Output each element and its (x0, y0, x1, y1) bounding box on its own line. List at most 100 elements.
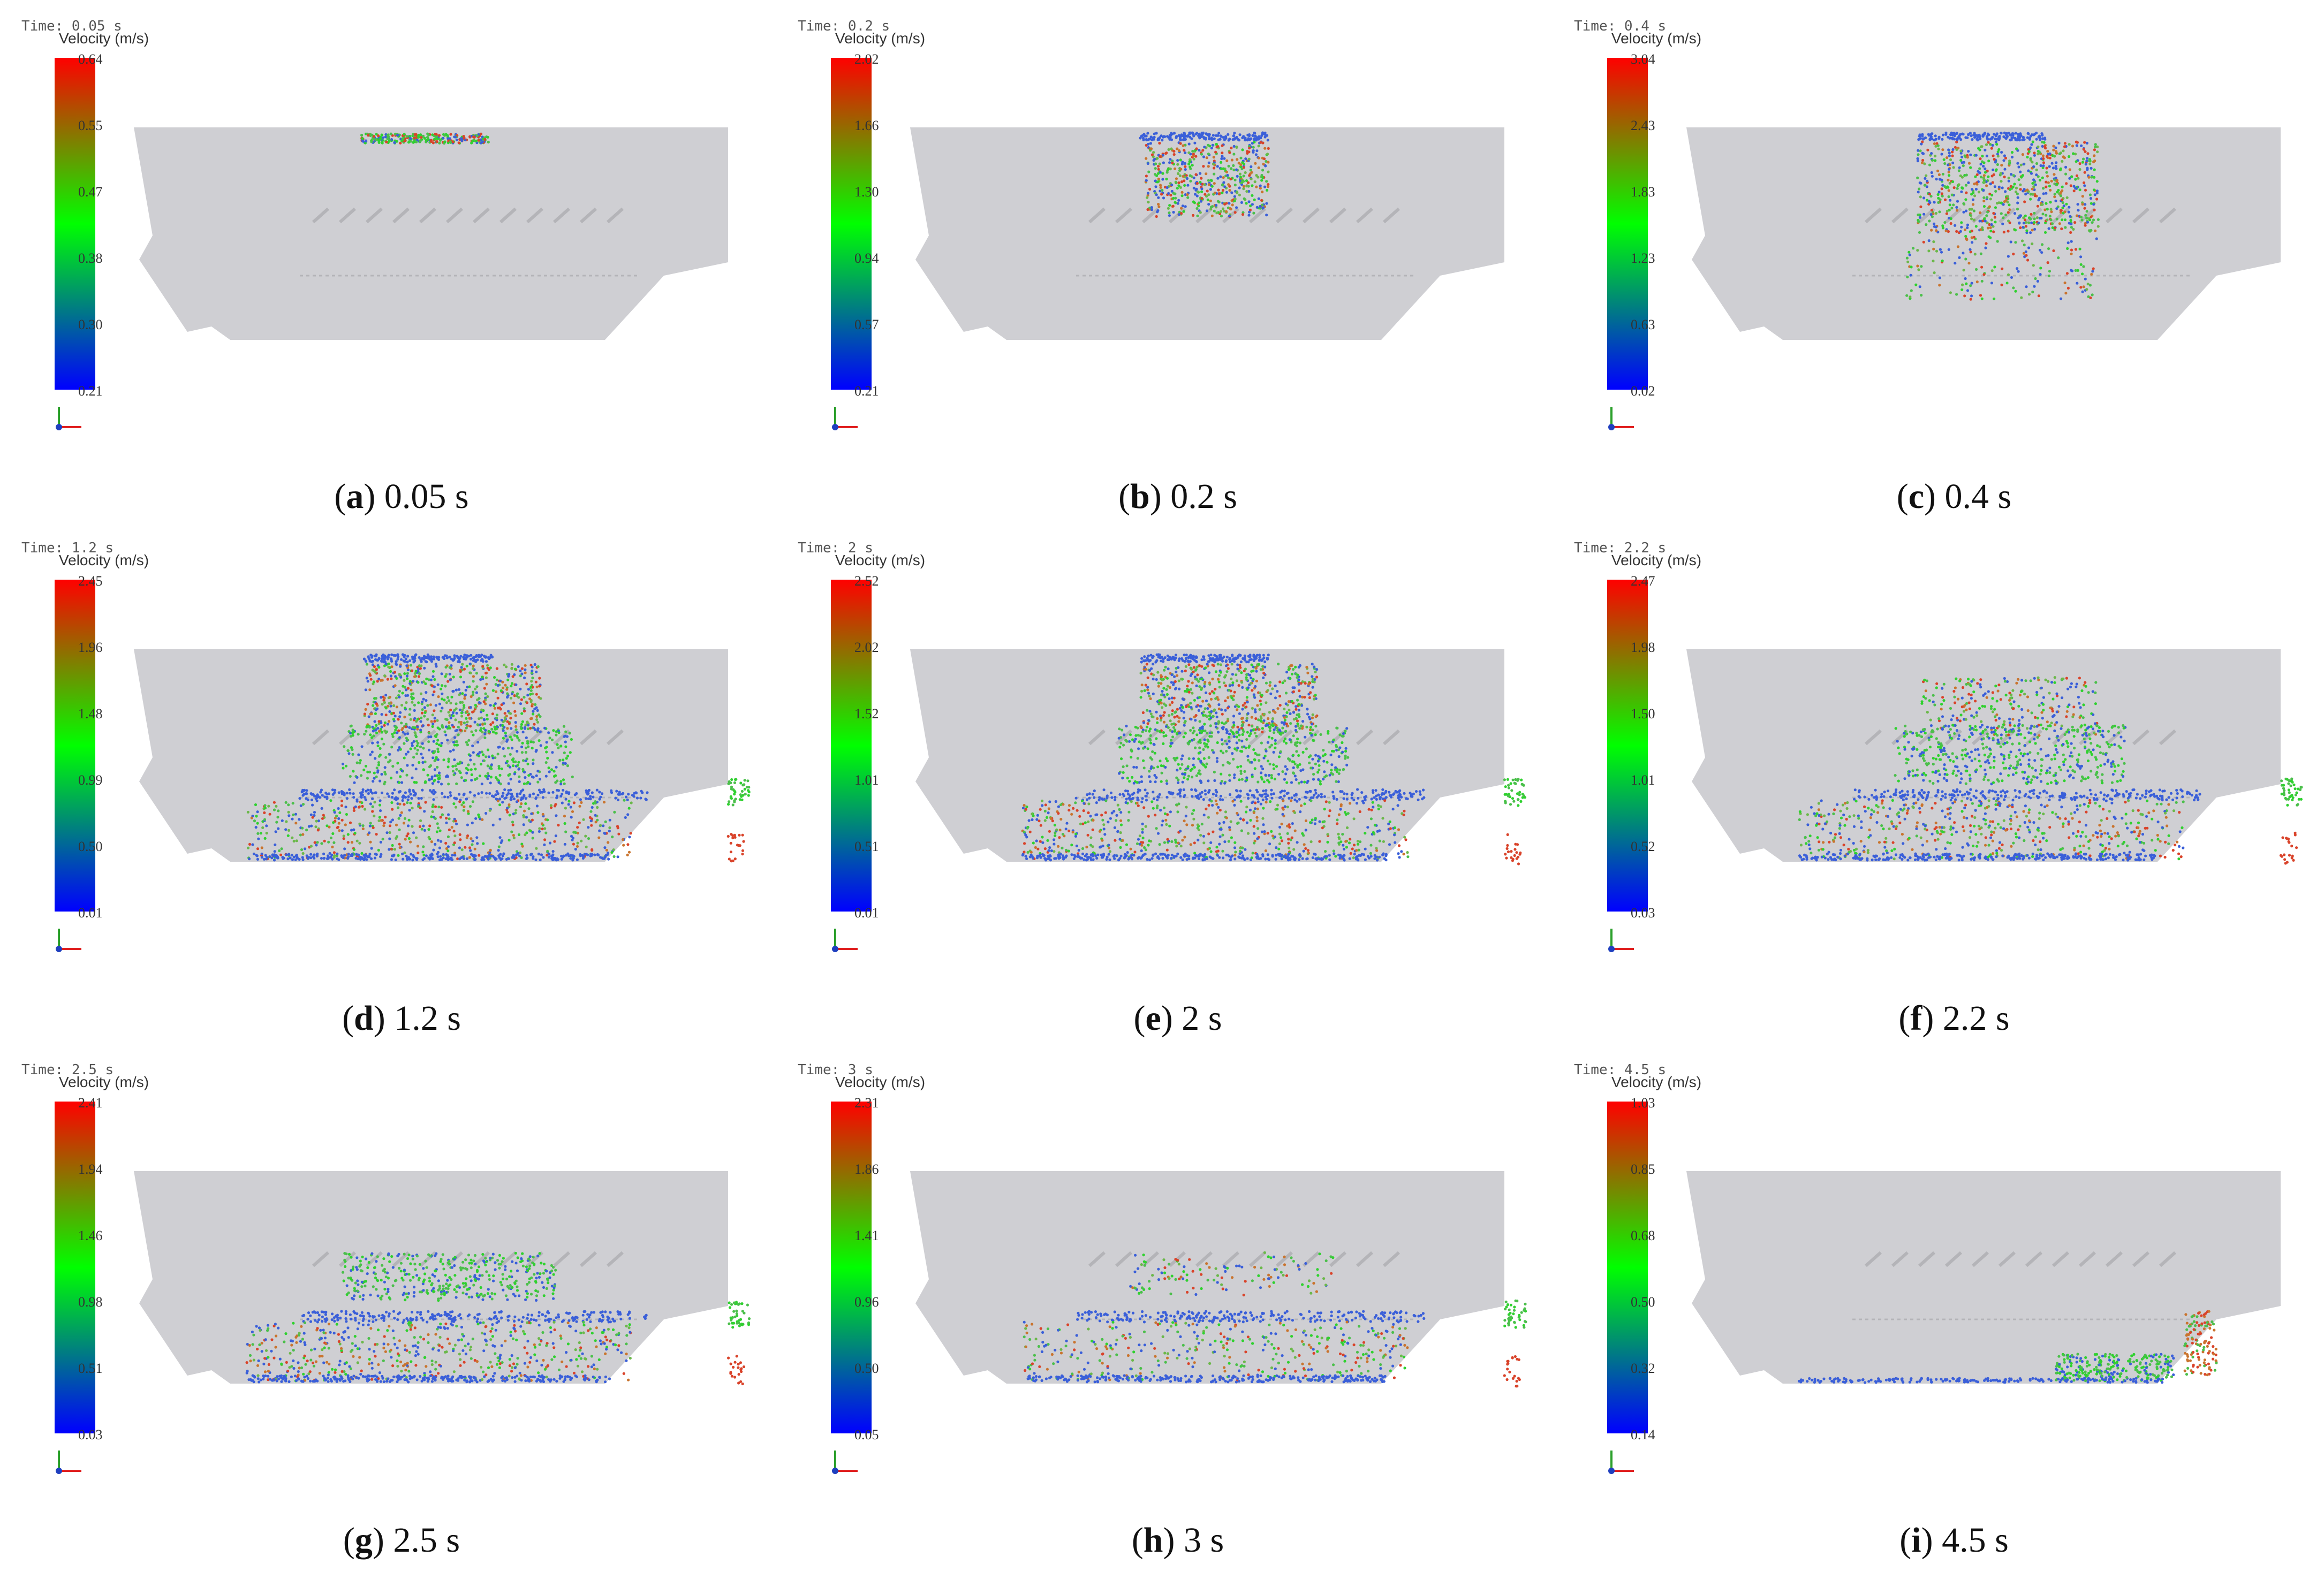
colorbar (55, 1102, 95, 1433)
panel-time: 2 s (1182, 999, 1222, 1038)
axes-triad-icon (56, 407, 81, 430)
time-label: Time: 2.5 s (21, 1062, 114, 1078)
colorbar-tick: 0.38 (78, 250, 103, 266)
panel-caption: (c) 0.4 s (1896, 477, 2012, 516)
simulation-view (55, 1102, 751, 1474)
time-label: Time: 2 s (798, 540, 873, 556)
colorbar-tick: 1.98 (1631, 640, 1655, 655)
internal-structures (300, 729, 637, 799)
colorbar-title: Velocity (m/s) (1611, 552, 1702, 568)
axes-triad-icon (832, 1451, 858, 1474)
panel-caption: (i) 4.5 s (1899, 1521, 2009, 1560)
panel-letter: g (354, 1521, 373, 1560)
colorbar-tick: 1.83 (1631, 184, 1655, 200)
colorbar-tick: 1.01 (854, 772, 879, 788)
time-label: Time: 0.2 s (798, 18, 890, 34)
colorbar-tick: 2.43 (1631, 118, 1655, 133)
colorbar-tick: 2.45 (78, 573, 103, 589)
panel-h: Time: 3 s Velocity (m/s) 2.31 1.86 1.41 0.96 0… (798, 1054, 1558, 1568)
colorbar-title: Velocity (m/s) (835, 1074, 926, 1090)
simulation-view (831, 580, 1527, 952)
panel-b: Time: 0.2 s Velocity (m/s) 2.02 1.66 1.30 0.9… (798, 11, 1558, 525)
colorbar-tick: 1.30 (854, 184, 879, 200)
colorbar (1607, 58, 1648, 390)
simulation-view (1607, 580, 2303, 952)
panel-e: Time: 2 s Velocity (m/s) 2.52 2.02 1.52 1.01 0… (798, 533, 1558, 1046)
colorbar-tick: 0.96 (854, 1294, 879, 1310)
colorbar-tick: 0.21 (854, 383, 879, 399)
panel-c: Time: 0.4 s Velocity (m/s) 3.04 2.43 1.83 1.2… (1574, 11, 2324, 525)
time-label: Time: 3 s (798, 1062, 873, 1078)
particles (1905, 131, 2100, 301)
panel-letter: c (1908, 477, 1925, 516)
colorbar-tick: 0.01 (78, 905, 103, 921)
panel-time: 2.2 s (1942, 999, 2010, 1038)
colorbar-title: Velocity (m/s) (835, 552, 926, 568)
vessel-domain (134, 649, 728, 862)
simulation-view (831, 1102, 1527, 1474)
colorbar-tick: 1.48 (78, 706, 103, 722)
colorbar-tick: 0.99 (78, 772, 103, 788)
particles (1023, 1251, 1527, 1388)
colorbar-tick: 0.68 (1631, 1228, 1655, 1243)
colorbar-tick: 0.01 (854, 905, 879, 921)
panel-caption: (h) 3 s (1131, 1521, 1224, 1560)
colorbar-title: Velocity (m/s) (1611, 30, 1702, 47)
colorbar-tick: 0.50 (1631, 1294, 1655, 1310)
vessel-domain (134, 127, 728, 340)
simulation-view (55, 58, 728, 430)
colorbar-tick: 0.02 (1631, 383, 1655, 399)
time-label: Time: 1.2 s (21, 540, 114, 556)
colorbar-tick: 0.50 (854, 1361, 879, 1376)
panel-f: Time: 2.2 s Velocity (m/s) 2.47 1.98 1.50 1.0… (1574, 533, 2324, 1046)
axes-triad-icon (832, 929, 858, 952)
colorbar-tick: 0.30 (78, 317, 103, 332)
axes-triad-icon (56, 929, 81, 952)
colorbar-tick: 0.94 (854, 250, 879, 266)
time-label: Time: 2.2 s (1574, 540, 1667, 556)
internal-structures (1852, 729, 2190, 799)
panel-i: Time: 4.5 s Velocity (m/s) 1.03 0.85 0.68 0.5… (1574, 1054, 2324, 1568)
colorbar-tick: 0.51 (854, 839, 879, 854)
colorbar (831, 580, 872, 912)
colorbar (55, 58, 95, 390)
colorbar-tick: 0.64 (78, 51, 103, 67)
colorbar (831, 58, 872, 390)
panel-letter: d (354, 999, 374, 1038)
colorbar-tick: 1.23 (1631, 250, 1655, 266)
colorbar-tick: 0.52 (1631, 839, 1655, 854)
colorbar (831, 1102, 872, 1433)
panel-time: 0.4 s (1944, 477, 2012, 516)
vessel-domain (1686, 1171, 2281, 1384)
vessel-domain (910, 127, 1504, 340)
panel-time: 0.05 s (384, 477, 469, 516)
colorbar-tick: 0.32 (1631, 1361, 1655, 1376)
axes-triad-icon (1608, 407, 1634, 430)
colorbar-tick: 1.52 (854, 706, 879, 722)
simulation-view (1607, 1102, 2281, 1474)
colorbar (1607, 1102, 1648, 1433)
colorbar-tick: 0.85 (1631, 1161, 1655, 1177)
colorbar-tick: 1.46 (78, 1228, 103, 1243)
vessel-domain (910, 649, 1504, 862)
simulation-view (831, 58, 1504, 430)
time-label: Time: 0.05 s (21, 18, 122, 34)
time-label: Time: 0.4 s (1574, 18, 1667, 34)
colorbar-tick: 2.31 (854, 1095, 879, 1111)
colorbar (1607, 580, 1648, 912)
panel-caption: (g) 2.5 s (343, 1521, 460, 1560)
colorbar-tick: 0.51 (78, 1361, 103, 1376)
colorbar-tick: 1.86 (854, 1161, 879, 1177)
axes-triad-icon (1608, 929, 1634, 952)
internal-structures (300, 207, 637, 277)
colorbar-tick: 1.94 (78, 1161, 103, 1177)
colorbar-title: Velocity (m/s) (835, 30, 926, 47)
panel-d: Time: 1.2 s Velocity (m/s) 2.45 1.96 1.48 0.9… (21, 533, 782, 1046)
colorbar-tick: 2.52 (854, 573, 879, 589)
colorbar-tick: 0.21 (78, 383, 103, 399)
colorbar-tick: 1.50 (1631, 706, 1655, 722)
colorbar-tick: 2.02 (854, 640, 879, 655)
panel-letter: h (1143, 1521, 1163, 1560)
panel-letter: i (1911, 1521, 1921, 1560)
particles (246, 653, 751, 863)
